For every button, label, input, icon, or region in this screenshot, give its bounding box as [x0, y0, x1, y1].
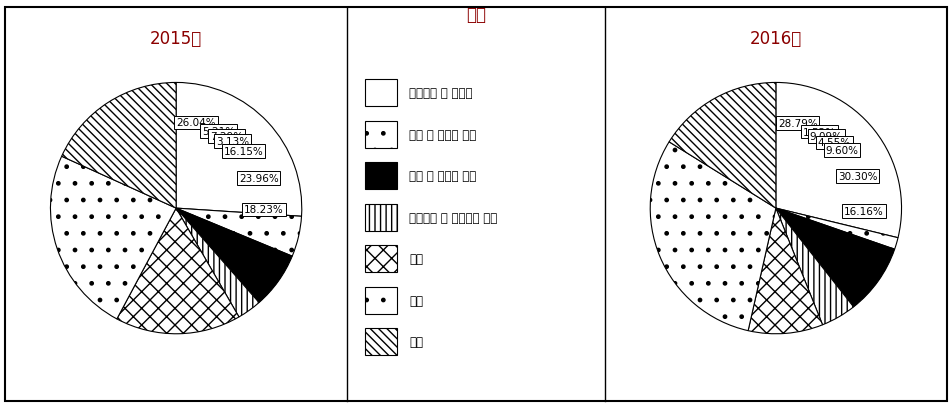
- Wedge shape: [62, 83, 176, 209]
- FancyBboxPatch shape: [365, 328, 397, 355]
- Title: 범례: 범례: [466, 7, 486, 24]
- Text: 18.23%: 18.23%: [245, 205, 284, 215]
- Text: 5.21%: 5.21%: [202, 127, 235, 137]
- Text: 16.16%: 16.16%: [843, 207, 883, 216]
- Wedge shape: [176, 209, 259, 317]
- Text: 30.30%: 30.30%: [838, 172, 878, 182]
- Wedge shape: [776, 83, 902, 238]
- Text: 7.29%: 7.29%: [209, 132, 243, 142]
- Text: 16.15%: 16.15%: [224, 147, 263, 157]
- Text: 설문: 설문: [409, 294, 424, 307]
- FancyBboxPatch shape: [365, 204, 397, 231]
- FancyBboxPatch shape: [365, 121, 397, 148]
- Text: 1.52%: 1.52%: [803, 127, 836, 137]
- Text: 성적: 성적: [409, 252, 424, 265]
- Wedge shape: [176, 83, 302, 217]
- Wedge shape: [117, 209, 239, 334]
- Text: 4.55%: 4.55%: [818, 138, 851, 148]
- Text: 시험 및 답안지 작성: 시험 및 답안지 작성: [409, 128, 476, 141]
- Wedge shape: [669, 83, 776, 209]
- Text: 23.96%: 23.96%: [239, 173, 279, 183]
- Wedge shape: [176, 209, 302, 256]
- Wedge shape: [776, 209, 898, 249]
- FancyBboxPatch shape: [365, 287, 397, 314]
- Wedge shape: [776, 209, 854, 325]
- Wedge shape: [650, 142, 776, 331]
- Text: 28.79%: 28.79%: [778, 119, 818, 128]
- Text: 3.13%: 3.13%: [216, 137, 249, 146]
- Text: 응시현황 및 나이스: 응시현황 및 나이스: [409, 87, 473, 100]
- Text: 26.04%: 26.04%: [176, 118, 216, 128]
- Text: 표집학급 및 특수학생 시험: 표집학급 및 특수학생 시험: [409, 211, 497, 224]
- Wedge shape: [50, 157, 176, 319]
- FancyBboxPatch shape: [365, 245, 397, 272]
- Wedge shape: [176, 209, 292, 303]
- Wedge shape: [748, 209, 823, 334]
- Text: 9.60%: 9.60%: [825, 146, 859, 156]
- Wedge shape: [776, 209, 895, 307]
- Text: 9.09%: 9.09%: [809, 132, 843, 142]
- Text: 기타: 기타: [409, 335, 424, 348]
- Text: 회송 및 문제지 보관: 회송 및 문제지 보관: [409, 170, 476, 183]
- FancyBboxPatch shape: [365, 80, 397, 107]
- FancyBboxPatch shape: [365, 163, 397, 190]
- Title: 2015년: 2015년: [150, 29, 202, 47]
- Title: 2016년: 2016년: [750, 29, 802, 47]
